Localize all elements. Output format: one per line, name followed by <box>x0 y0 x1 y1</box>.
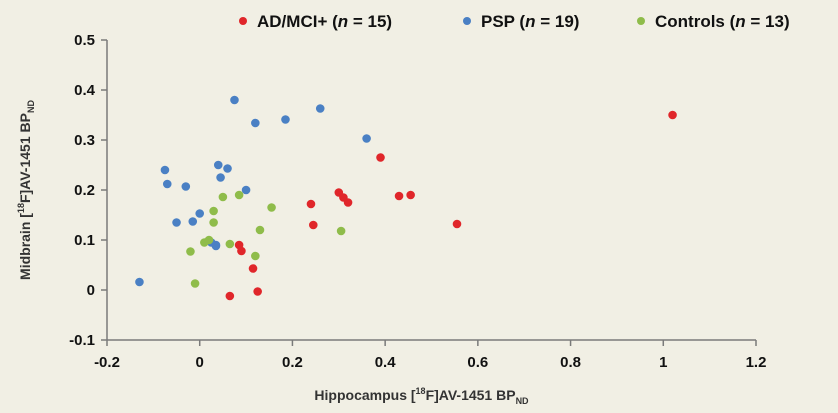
legend-label: Controls (n = 13) <box>655 12 790 31</box>
legend-item: PSP (n = 19) <box>463 12 579 31</box>
y-tick-label: 0.5 <box>74 32 95 49</box>
x-tick-label: 0.2 <box>282 354 303 371</box>
data-point <box>209 218 218 227</box>
legend: AD/MCI+ (n = 15) PSP (n = 19) Controls (n … <box>239 12 790 31</box>
x-axis-title: Hippocampus [18F]AV-1451 BPND <box>314 386 529 406</box>
y-tick-label: 0.1 <box>74 232 95 249</box>
data-point <box>452 219 462 229</box>
data-point <box>241 185 251 195</box>
data-point <box>253 287 262 296</box>
data-point <box>195 209 205 218</box>
data-point <box>225 239 235 249</box>
data-points <box>135 95 677 301</box>
data-point <box>211 240 221 250</box>
legend-marker <box>239 17 247 25</box>
x-tick-label: 0 <box>196 354 204 371</box>
x-tick-label: -0.2 <box>94 354 120 371</box>
series-controls <box>186 190 346 288</box>
data-point <box>668 110 677 120</box>
data-point <box>376 153 385 162</box>
data-point <box>362 134 371 143</box>
data-point <box>306 199 316 209</box>
data-point <box>160 165 170 175</box>
data-point <box>172 218 181 227</box>
data-point <box>336 226 346 236</box>
legend-item: AD/MCI+ (n = 15) <box>239 12 392 31</box>
data-point <box>186 247 195 256</box>
legend-label: AD/MCI+ (n = 15) <box>257 12 392 31</box>
data-point <box>230 95 239 105</box>
data-point <box>188 217 198 226</box>
data-point <box>281 115 290 124</box>
y-tick-label: -0.1 <box>69 332 95 349</box>
legend-marker <box>463 17 471 25</box>
x-tick-label: 1 <box>659 354 667 371</box>
data-point <box>190 279 200 288</box>
data-point <box>234 240 244 250</box>
data-point <box>135 277 144 287</box>
legend-item: Controls (n = 13) <box>637 12 790 31</box>
data-point <box>181 182 191 191</box>
legend-label: PSP (n = 19) <box>481 12 579 31</box>
series-ad-mci- <box>225 110 677 301</box>
data-point <box>209 206 218 216</box>
data-point <box>216 173 225 182</box>
data-point <box>343 198 353 207</box>
data-point <box>251 118 260 128</box>
y-tick-label: 0.2 <box>74 182 95 199</box>
data-point <box>223 164 232 173</box>
data-point <box>394 191 404 201</box>
data-point <box>267 203 276 212</box>
data-point <box>213 160 223 170</box>
axes: -0.2 0 0.2 0.4 0.6 0.8 1 1.2 0.5 0.4 0.3 0.2 0.1 0 -0.… <box>16 32 766 406</box>
data-point <box>315 104 325 113</box>
y-tick-label: 0 <box>87 282 95 299</box>
x-tick-label: 0.6 <box>467 354 488 371</box>
y-tick-label: 0.3 <box>74 132 95 149</box>
data-point <box>225 291 235 301</box>
data-point <box>406 190 415 200</box>
data-point <box>308 220 318 230</box>
data-point <box>162 179 172 189</box>
x-tick-label: 1.2 <box>746 354 767 371</box>
data-point <box>248 264 258 273</box>
x-tick-label: 0.4 <box>375 354 397 371</box>
x-tick-label: 0.8 <box>560 354 581 371</box>
y-tick-label: 0.4 <box>74 82 96 99</box>
y-axis-title: Midbrain [18F]AV-1451 BPND <box>16 100 36 280</box>
data-point <box>255 225 265 235</box>
data-point <box>218 192 228 202</box>
data-point <box>204 235 214 245</box>
legend-marker <box>637 17 645 25</box>
data-point <box>234 190 244 200</box>
data-point <box>251 251 260 261</box>
